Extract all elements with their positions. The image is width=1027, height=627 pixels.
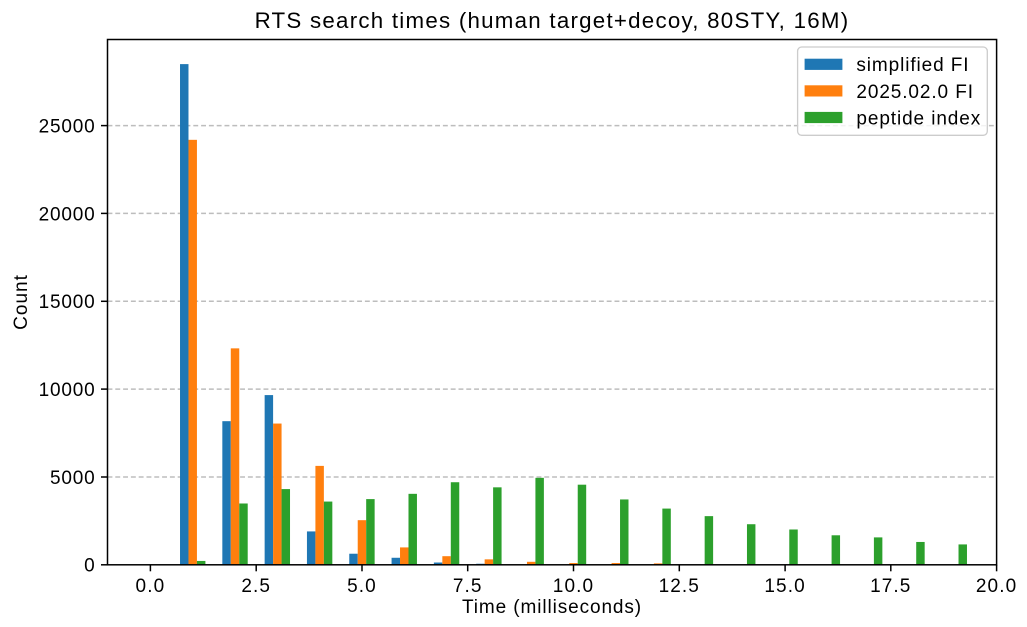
svg-text:10000: 10000 — [39, 380, 96, 401]
svg-text:12.5: 12.5 — [659, 576, 700, 597]
svg-text:RTS search times (human target: RTS search times (human target+decoy, 80… — [255, 8, 850, 33]
svg-text:7.5: 7.5 — [453, 576, 483, 597]
svg-text:Count: Count — [11, 274, 32, 330]
svg-text:0.0: 0.0 — [136, 576, 166, 597]
svg-text:25000: 25000 — [39, 117, 96, 138]
svg-text:5000: 5000 — [50, 468, 95, 489]
svg-text:2025.02.0 FI: 2025.02.0 FI — [856, 82, 974, 103]
svg-text:Time (milliseconds): Time (milliseconds) — [462, 597, 642, 618]
svg-text:peptide index: peptide index — [856, 108, 981, 129]
svg-text:simplified FI: simplified FI — [856, 55, 969, 76]
svg-text:10.0: 10.0 — [553, 576, 594, 597]
svg-text:20.0: 20.0 — [976, 576, 1017, 597]
svg-text:2.5: 2.5 — [241, 576, 271, 597]
svg-text:20000: 20000 — [39, 204, 96, 225]
svg-text:17.5: 17.5 — [870, 576, 911, 597]
svg-text:15.0: 15.0 — [764, 576, 805, 597]
svg-text:15000: 15000 — [39, 292, 96, 313]
svg-text:0: 0 — [84, 556, 95, 577]
svg-text:5.0: 5.0 — [347, 576, 377, 597]
